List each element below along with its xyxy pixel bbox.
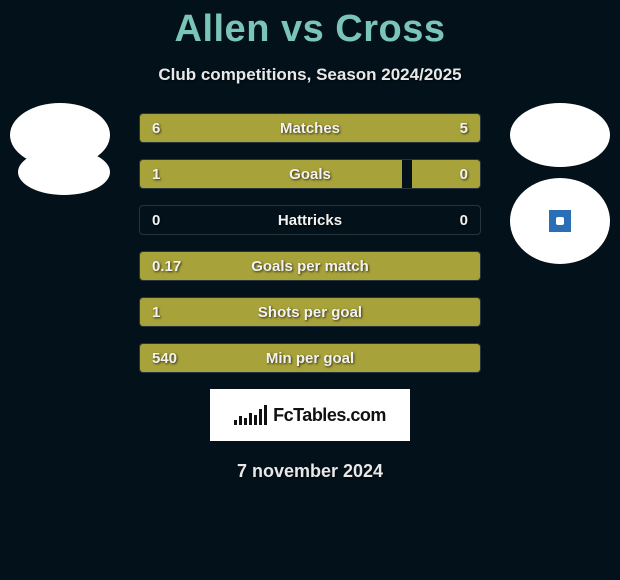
club-badge-icon xyxy=(549,210,571,232)
player-left-avatar xyxy=(10,103,110,167)
player-right-avatar xyxy=(510,103,610,167)
subtitle: Club competitions, Season 2024/2025 xyxy=(0,65,620,85)
club-badge xyxy=(510,178,610,264)
stat-row: 540Min per goal xyxy=(139,343,481,373)
stat-row: 0Hattricks0 xyxy=(139,205,481,235)
stat-label: Hattricks xyxy=(140,206,480,234)
page-title: Allen vs Cross xyxy=(0,0,620,51)
stat-label: Goals xyxy=(140,160,480,188)
stat-label: Shots per goal xyxy=(140,298,480,326)
logo-bars-icon xyxy=(234,405,267,425)
stat-label: Min per goal xyxy=(140,344,480,372)
stat-row: 0.17Goals per match xyxy=(139,251,481,281)
stat-value-right: 0 xyxy=(460,160,468,188)
stat-row: 6Matches5 xyxy=(139,113,481,143)
date-label: 7 november 2024 xyxy=(0,461,620,482)
stat-row: 1Goals0 xyxy=(139,159,481,189)
stat-label: Goals per match xyxy=(140,252,480,280)
stat-label: Matches xyxy=(140,114,480,142)
logo-text: FcTables.com xyxy=(273,405,386,426)
fctables-logo: FcTables.com xyxy=(210,389,410,441)
stat-value-right: 5 xyxy=(460,114,468,142)
stats-container: 6Matches51Goals00Hattricks00.17Goals per… xyxy=(139,113,481,373)
stat-value-right: 0 xyxy=(460,206,468,234)
stat-row: 1Shots per goal xyxy=(139,297,481,327)
